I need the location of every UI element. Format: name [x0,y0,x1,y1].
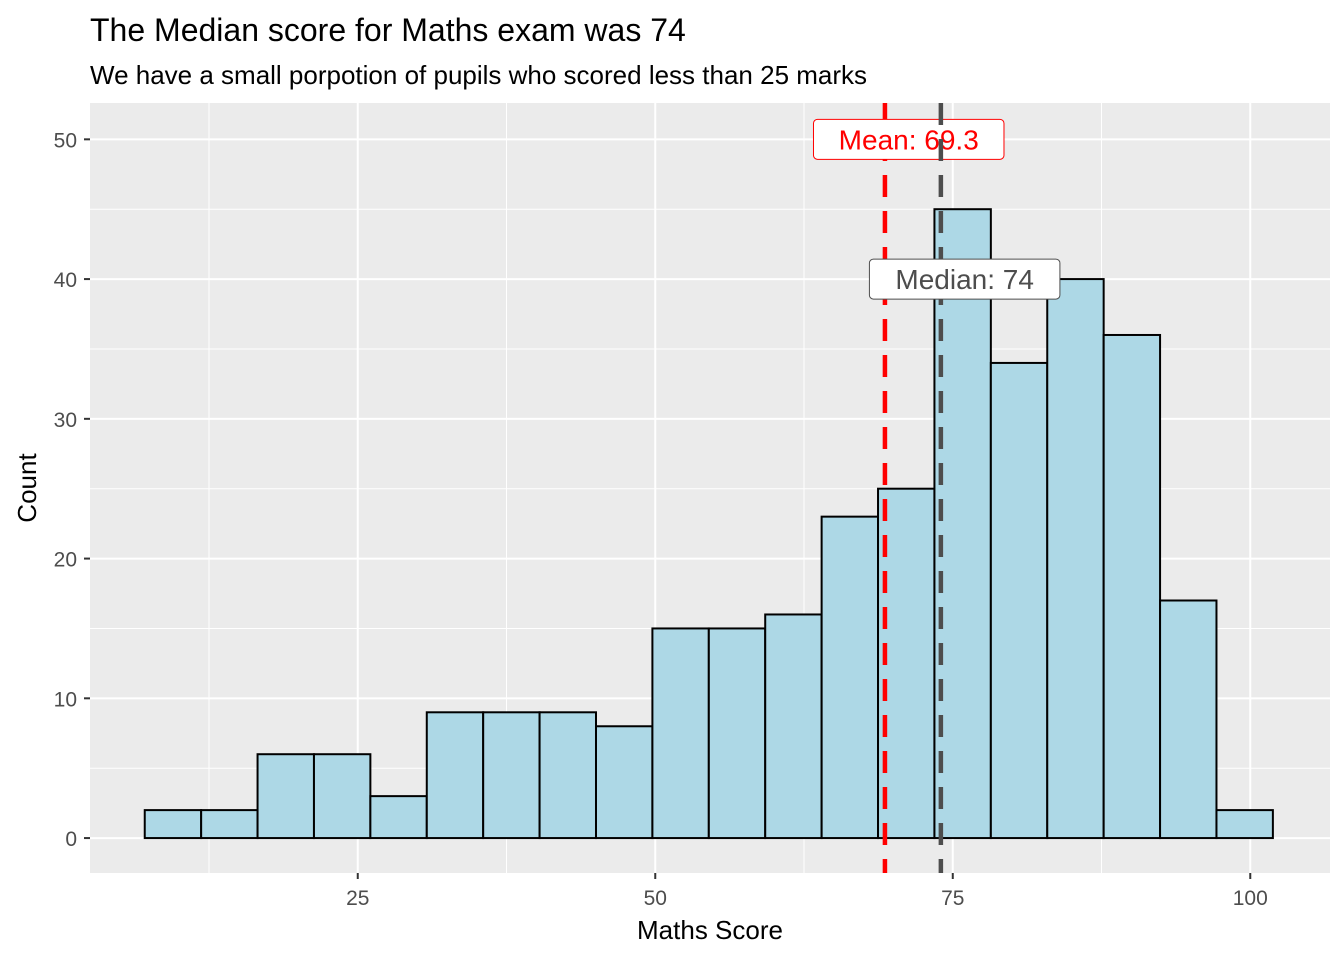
mean-label-box [812,118,1005,160]
histogram-bar [482,711,541,840]
median-label-box [868,258,1061,300]
y-tick-label: 0 [65,828,77,851]
x-axis-label: Maths Score [637,915,783,945]
histogram-bar [538,711,597,840]
median-label-text: Median: 74 [895,264,1034,295]
histogram-bar [312,753,372,840]
y-tick-label: 10 [54,688,77,711]
chart-title: The Median score for Maths exam was 74 [90,12,686,48]
histogram-bar [989,361,1049,840]
x-tick-label: 25 [346,887,369,910]
histogram-bar [651,627,710,840]
histogram-bar [1046,278,1105,840]
histogram-bar [200,809,259,840]
y-tick-label: 30 [54,409,77,432]
y-axis-label: Count [12,453,42,523]
histogram-bar [933,208,992,840]
histogram-bar [1102,333,1162,840]
histogram-bar [369,795,428,840]
mean-label-text: Mean: 69.3 [839,124,979,155]
y-tick-label: 20 [54,549,77,572]
histogram-bar [1159,599,1218,840]
histogram-bar [594,725,654,840]
histogram-bar [764,613,823,840]
bars [143,208,1274,840]
histogram-bar [877,487,936,840]
x-tick-label: 75 [941,887,964,910]
axes: 25 50 75 100 0 10 20 30 40 50 [54,129,1268,910]
histogram-bar [820,515,880,840]
x-tick-label: 100 [1233,887,1268,910]
mean-label: Mean: 69.3 [812,118,1005,160]
y-tick-label: 40 [54,269,77,292]
histogram-bar [425,711,485,840]
histogram-bar [707,627,767,840]
x-tick-label: 50 [644,887,667,910]
histogram-bar [1215,809,1274,840]
histogram-bar [256,753,315,840]
reference-lines: Mean: 69.3 Median: 74 [812,103,1061,873]
histogram-bar [143,809,203,840]
median-label: Median: 74 [868,258,1061,300]
chart-subtitle: We have a small porpotion of pupils who … [90,60,867,90]
y-tick-label: 50 [54,129,77,152]
